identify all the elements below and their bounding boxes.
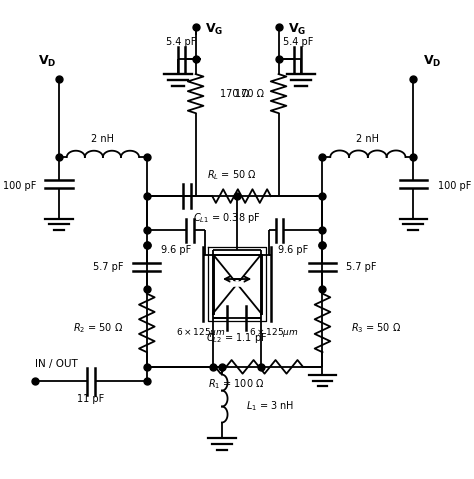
Text: $\mathbf{V_G}$: $\mathbf{V_G}$ [288,23,307,37]
Text: $R_3$ = 50 Ω: $R_3$ = 50 Ω [351,321,401,335]
Text: $R_L$ = 50 Ω: $R_L$ = 50 Ω [207,168,256,182]
Text: 5.7 pF: 5.7 pF [92,262,123,272]
Text: $\mathbf{V_D}$: $\mathbf{V_D}$ [423,54,442,69]
Text: $6\times125\mu m$: $6\times125\mu m$ [249,326,299,339]
Text: 5.4 pF: 5.4 pF [283,37,313,47]
Text: IN / OUT: IN / OUT [35,359,77,369]
Text: $C_{L1}$ = 0.38 pF: $C_{L1}$ = 0.38 pF [193,211,261,225]
Text: 100 pF: 100 pF [3,182,36,191]
Text: $R_1$ = 100 Ω: $R_1$ = 100 Ω [209,377,265,391]
Text: 100 pF: 100 pF [438,182,471,191]
Text: 2 nH: 2 nH [356,135,379,145]
Text: 2 nH: 2 nH [91,135,114,145]
Text: $R_2$ = 50 Ω: $R_2$ = 50 Ω [73,321,123,335]
Text: 170 Ω: 170 Ω [220,89,249,99]
Text: 5.4 pF: 5.4 pF [166,37,196,47]
Text: $6\times125\mu m$: $6\times125\mu m$ [175,326,226,339]
Text: 9.6 pF: 9.6 pF [161,245,191,255]
Text: $C_{L2}$ = 1.1 pF: $C_{L2}$ = 1.1 pF [206,331,267,344]
Text: $\mathbf{V_D}$: $\mathbf{V_D}$ [38,54,56,69]
Text: 5.7 pF: 5.7 pF [346,262,377,272]
Text: 11 pF: 11 pF [77,394,104,404]
Text: 9.6 pF: 9.6 pF [278,245,309,255]
Text: 170 Ω: 170 Ω [235,89,264,99]
Text: $L_1$ = 3 nH: $L_1$ = 3 nH [246,399,295,413]
Text: $\mathbf{V_G}$: $\mathbf{V_G}$ [205,23,224,37]
